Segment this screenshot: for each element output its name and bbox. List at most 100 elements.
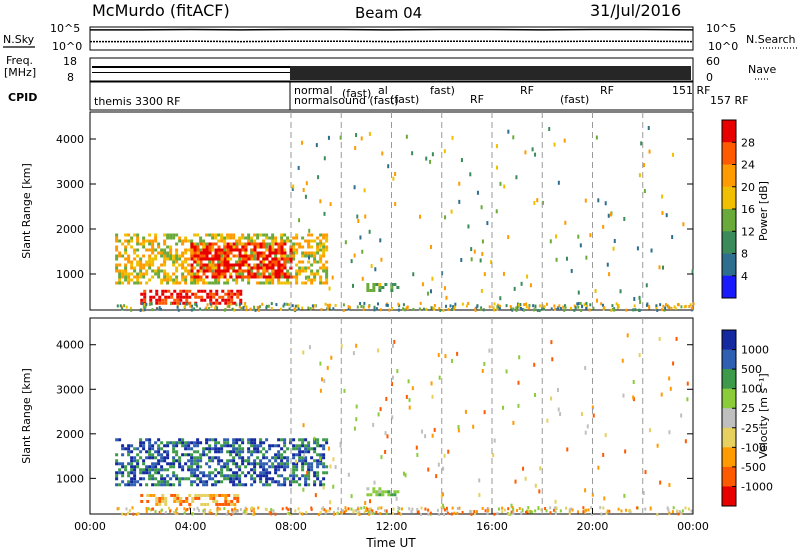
heat-cell: [301, 281, 305, 285]
heat-cell: [212, 295, 216, 299]
ground-echo: [637, 308, 640, 312]
heat-cell: [325, 465, 329, 469]
heat-cell: [233, 301, 237, 305]
ground-echo: [337, 507, 340, 511]
heat-cell: [268, 260, 272, 264]
heat-cell: [259, 477, 263, 481]
sparse-echo: [319, 457, 322, 462]
heat-cell: [277, 450, 281, 454]
ground-echo: [644, 507, 647, 511]
ground-echo: [420, 512, 423, 516]
heat-cell: [366, 283, 370, 286]
sparse-echo: [644, 470, 647, 475]
ground-echo: [632, 308, 635, 312]
heat-cell: [277, 474, 281, 478]
heat-cell: [190, 474, 194, 478]
heat-cell: [378, 283, 382, 286]
colorbar-swatch: [722, 209, 736, 232]
ground-echo: [501, 510, 504, 514]
heat-cell: [250, 254, 254, 258]
heat-cell: [235, 254, 239, 258]
heat-cell: [136, 242, 140, 246]
sparse-echo: [549, 239, 552, 244]
heat-cell: [265, 248, 269, 252]
heat-cell: [298, 438, 302, 442]
ground-echo: [655, 304, 658, 308]
heat-cell: [148, 477, 152, 481]
ground-echo: [523, 303, 526, 307]
heat-cell: [393, 490, 397, 494]
heat-cell: [154, 248, 158, 252]
ground-echo: [380, 506, 383, 510]
heat-cell: [220, 269, 224, 273]
heat-cell: [196, 251, 200, 255]
sparse-echo: [589, 233, 592, 238]
sparse-echo: [292, 184, 295, 189]
heat-cell: [244, 248, 248, 252]
ground-echo: [684, 506, 687, 510]
sparse-echo: [353, 185, 356, 190]
ground-echo: [392, 507, 395, 511]
sparse-echo: [604, 433, 607, 438]
sparse-echo: [451, 358, 454, 363]
ground-echo: [469, 509, 472, 513]
sparse-echo: [551, 357, 554, 362]
ground-echo: [223, 507, 226, 511]
heat-cell: [194, 493, 198, 497]
ground-echo: [451, 307, 454, 311]
ground-echo: [518, 305, 521, 309]
sparse-echo: [443, 453, 446, 458]
sparse-echo: [520, 281, 523, 286]
sparse-echo: [658, 336, 661, 341]
heat-cell: [164, 301, 168, 305]
sparse-echo: [649, 506, 652, 511]
heat-cell: [142, 272, 146, 276]
sparse-echo: [467, 224, 470, 229]
heat-cell: [378, 286, 382, 289]
heat-cell: [301, 444, 305, 448]
heat-cell: [187, 272, 191, 276]
heat-cell: [193, 251, 197, 255]
ground-echo: [130, 308, 133, 312]
heat-cell: [316, 438, 320, 442]
ground-echo: [199, 307, 202, 311]
sparse-echo: [352, 351, 355, 356]
heat-cell: [236, 493, 240, 497]
ground-echo: [233, 507, 236, 511]
heat-cell: [295, 263, 299, 267]
heat-cell: [211, 269, 215, 273]
heat-cell: [142, 441, 146, 445]
ground-echo: [520, 511, 523, 515]
sparse-echo: [326, 365, 329, 370]
heat-cell: [310, 263, 314, 267]
heat-cell: [208, 450, 212, 454]
heat-cell: [262, 275, 266, 279]
sparse-echo: [594, 288, 597, 293]
sparse-echo: [624, 449, 627, 454]
heat-cell: [202, 474, 206, 478]
ground-echo: [289, 512, 292, 516]
ground-echo: [563, 304, 566, 308]
heat-cell: [160, 465, 164, 469]
sparse-echo: [642, 491, 645, 496]
ground-echo: [363, 510, 366, 514]
ground-echo: [399, 512, 402, 516]
heat-cell: [250, 438, 254, 442]
sparse-echo: [517, 403, 520, 408]
heat-cell: [217, 441, 221, 445]
heat-cell: [187, 239, 191, 243]
heat-cell: [205, 447, 209, 451]
heat-cell: [163, 483, 167, 487]
heat-cell: [127, 242, 131, 246]
ground-echo: [257, 506, 260, 510]
heat-cell: [148, 450, 152, 454]
ground-echo: [422, 307, 425, 311]
heat-cell: [133, 447, 137, 451]
heat-cell: [277, 242, 281, 246]
heat-cell: [286, 465, 290, 469]
heat-cell: [253, 459, 257, 463]
heat-cell: [271, 239, 275, 243]
heat-cell: [124, 263, 128, 267]
heat-cell: [220, 260, 224, 264]
heat-cell: [253, 438, 257, 442]
